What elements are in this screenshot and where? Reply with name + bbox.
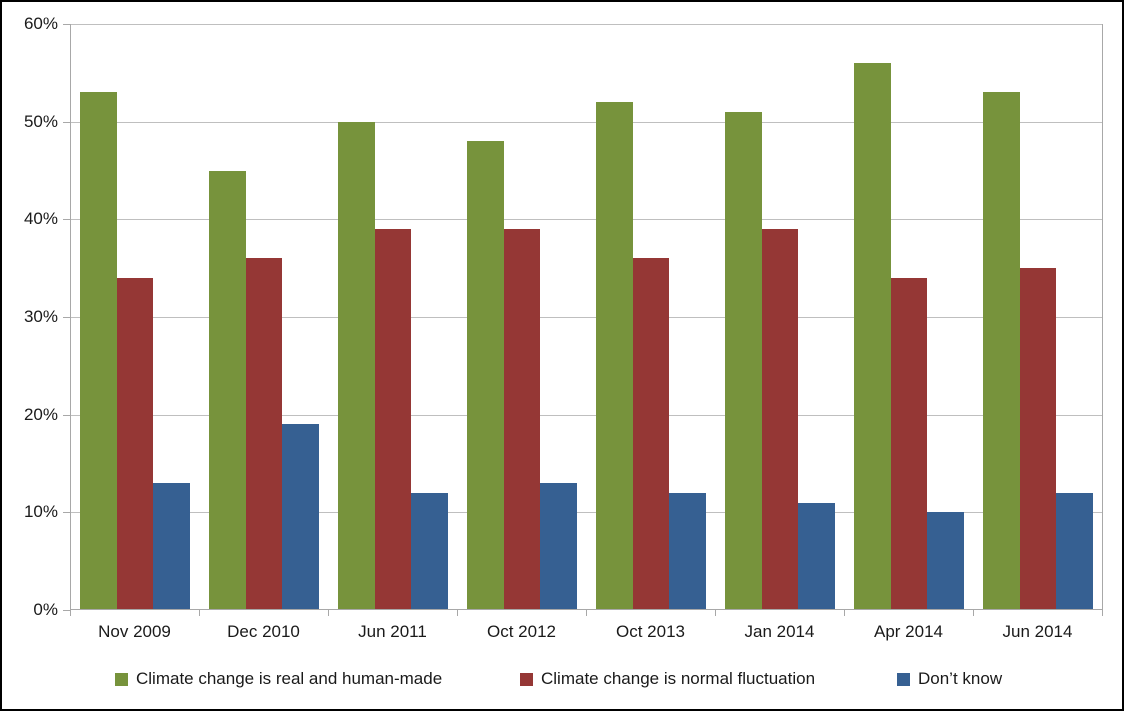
bar-series1-dec-2010 xyxy=(209,170,246,610)
x-axis-label-oct-2013: Oct 2013 xyxy=(616,622,685,641)
legend-label: Don’t know xyxy=(918,669,1003,688)
gridline-60 xyxy=(70,24,1102,25)
y-axis-label-10: 10% xyxy=(23,502,58,522)
y-tick-40 xyxy=(63,219,70,221)
y-tick-30 xyxy=(63,317,70,318)
x-axis-label-nov-2009: Nov 2009 xyxy=(98,622,171,641)
legend-swatch-icon xyxy=(520,672,533,686)
bar-series1-jan-2014 xyxy=(725,111,762,610)
x-axis-line xyxy=(70,609,1103,610)
bar-series2-oct-2013 xyxy=(632,258,670,610)
bar-series2-jun-2014 xyxy=(1019,268,1057,610)
x-tick-3 xyxy=(457,610,458,616)
gridline-20 xyxy=(70,414,1102,416)
legend-item-1: Climate change is real and human-made xyxy=(115,666,442,692)
bar-series1-jun-2011 xyxy=(338,121,375,610)
y-axis-label-20: 20% xyxy=(23,404,58,424)
bar-series1-apr-2014 xyxy=(854,63,891,610)
y-axis-line xyxy=(70,24,71,610)
x-axis-label-oct-2012: Oct 2012 xyxy=(487,622,556,641)
y-axis-label-30: 30% xyxy=(23,307,58,326)
gridline-40 xyxy=(70,219,1102,221)
x-tick-0 xyxy=(70,610,71,616)
x-axis-labels: Nov 2009 Dec 2010 Jun 2011 Oct 2012 Oct 2013… xyxy=(70,620,1102,644)
gridline-30 xyxy=(70,317,1102,318)
gridline-10 xyxy=(70,512,1102,514)
x-tick-8 xyxy=(1102,610,1103,616)
plot-right-border xyxy=(1102,24,1103,610)
bar-series3-nov-2009 xyxy=(153,483,190,610)
x-tick-4 xyxy=(586,610,587,616)
x-axis-label-jun-2011: Jun 2011 xyxy=(358,622,427,641)
bar-series2-oct-2012 xyxy=(503,229,541,610)
y-tick-20 xyxy=(63,414,70,416)
y-axis-label-40: 40% xyxy=(23,209,58,229)
bar-series1-oct-2012 xyxy=(467,141,504,610)
plot-area xyxy=(70,24,1102,610)
y-tick-60 xyxy=(63,24,70,25)
x-tick-2 xyxy=(328,610,329,616)
bar-series2-jun-2011 xyxy=(374,229,412,610)
legend-label: Climate change is real and human-made xyxy=(136,669,443,688)
bar-series1-jun-2014 xyxy=(983,92,1020,610)
x-tick-1 xyxy=(199,610,200,616)
bar-series3-oct-2012 xyxy=(540,483,577,610)
x-axis-label-apr-2014: Apr 2014 xyxy=(874,622,943,641)
legend-label: Climate change is normal fluctuation xyxy=(541,669,816,688)
y-axis-label-0: 0% xyxy=(33,600,58,619)
bar-series2-dec-2010 xyxy=(245,258,283,610)
x-tick-5 xyxy=(715,610,716,616)
x-tick-6 xyxy=(844,610,845,616)
bar-series3-jun-2011 xyxy=(411,492,448,610)
bar-series2-nov-2009 xyxy=(116,277,154,610)
bar-series3-jun-2014 xyxy=(1056,492,1093,610)
bar-series3-oct-2013 xyxy=(669,492,706,610)
bar-series3-jan-2014 xyxy=(798,502,835,610)
gridline-50 xyxy=(70,121,1102,123)
legend-item-2: Climate change is normal fluctuation xyxy=(520,666,815,692)
y-axis-label-50: 50% xyxy=(23,111,58,131)
bar-series1-nov-2009 xyxy=(80,92,117,610)
x-axis-label-dec-2010: Dec 2010 xyxy=(227,622,300,641)
bar-series1-oct-2013 xyxy=(596,102,633,610)
legend-swatch-icon xyxy=(897,672,910,686)
bar-series3-dec-2010 xyxy=(282,424,319,610)
legend-swatch-icon xyxy=(115,672,128,686)
y-tick-50 xyxy=(63,121,70,123)
y-tick-0 xyxy=(63,610,70,611)
y-tick-10 xyxy=(63,512,70,514)
x-tick-7 xyxy=(973,610,974,616)
bar-series2-apr-2014 xyxy=(890,277,928,610)
bar-series3-apr-2014 xyxy=(927,512,964,610)
bar-series2-jan-2014 xyxy=(761,229,799,610)
x-axis-label-jan-2014: Jan 2014 xyxy=(744,622,815,641)
y-axis-label-60: 60% xyxy=(23,14,58,33)
legend: Climate change is real and human-made Cli… xyxy=(2,666,1122,692)
x-axis-label-jun-2014: Jun 2014 xyxy=(1002,622,1073,641)
legend-item-3: Don’t know xyxy=(897,666,1002,692)
